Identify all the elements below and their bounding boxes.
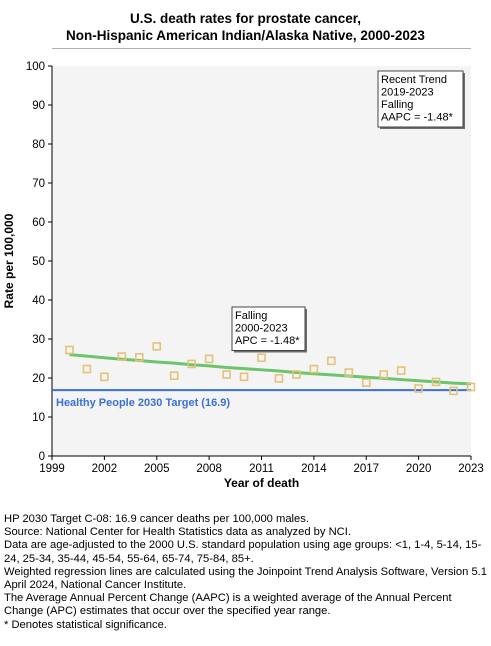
- data-point: [117, 352, 127, 361]
- x-tick-label: 1999: [39, 463, 65, 475]
- annotation-line: 2000-2023: [235, 323, 288, 335]
- x-tick-label: 2023: [458, 463, 484, 475]
- data-point: [65, 345, 74, 355]
- data-point: [152, 342, 162, 351]
- x-tick-label: 2017: [353, 463, 379, 475]
- data-point: [466, 382, 476, 392]
- y-axis-ticks: 0 10 20 30 40 50 60 70 80 90 100: [26, 61, 52, 463]
- data-point: [361, 378, 371, 387]
- data-point: [327, 356, 336, 366]
- data-point: [187, 359, 196, 369]
- annotation-line: Falling: [381, 99, 413, 111]
- title-divider: [52, 48, 471, 49]
- observed-points: [65, 342, 476, 396]
- footnote-line: * Denotes statistical significance.: [4, 618, 167, 631]
- x-tick-label: 2008: [196, 463, 222, 475]
- annotation-line: Recent Trend: [381, 74, 447, 86]
- x-tick-label: 2002: [92, 463, 118, 475]
- y-tick-label: 70: [32, 178, 45, 190]
- data-point: [379, 370, 389, 379]
- target-label: Healthy People 2030 Target (16.9): [56, 397, 230, 409]
- data-point: [239, 372, 249, 382]
- chart-title-line-1: U.S. death rates for prostate cancer,: [129, 11, 362, 26]
- y-tick-label: 60: [32, 217, 45, 229]
- footnote-line: Source: National Center for Health Stati…: [4, 526, 351, 539]
- data-point: [134, 353, 144, 362]
- data-point: [449, 386, 458, 396]
- annotation-line: Falling: [235, 310, 267, 322]
- y-tick-label: 50: [32, 256, 45, 268]
- chart-area: 0 10 20 30 40 50 60 70 80 90 100 1999 2002 2005 2008 2…: [2, 61, 484, 490]
- data-point: [257, 353, 266, 363]
- footnotes: HP 2030 Target C-08: 16.9 cancer deaths …: [4, 513, 490, 632]
- data-point: [82, 364, 92, 374]
- data-point: [414, 384, 423, 393]
- data-point: [222, 370, 231, 379]
- annotation-line: AAPC = -1.48*: [381, 112, 454, 124]
- y-tick-label: 100: [26, 61, 45, 73]
- x-tick-label: 2014: [301, 463, 327, 475]
- y-tick-label: 40: [32, 295, 45, 307]
- chart-title-line-2: Non-Hispanic American Indian/Alaska Nati…: [66, 28, 425, 43]
- footnote-line: The Average Annual Percent Change (AAPC)…: [4, 592, 452, 618]
- data-point: [169, 371, 179, 380]
- annotation-frame: [377, 70, 464, 128]
- x-tick-label: 2005: [144, 463, 170, 475]
- data-point: [100, 372, 109, 382]
- y-axis-label: Rate per 100,000: [2, 213, 16, 308]
- x-axis-label: Year of death: [224, 476, 299, 490]
- data-point: [344, 368, 354, 377]
- y-tick-label: 90: [32, 100, 45, 112]
- x-tick-label: 2011: [249, 463, 274, 475]
- data-point: [204, 354, 214, 364]
- data-point: [309, 364, 319, 374]
- annotation-line: 2019-2023: [381, 87, 434, 99]
- y-tick-label: 20: [32, 373, 45, 385]
- y-tick-label: 0: [39, 451, 45, 463]
- y-tick-label: 30: [32, 334, 45, 346]
- footnote-line: HP 2030 Target C-08: 16.9 cancer deaths …: [4, 513, 309, 525]
- chart-title: U.S. death rates for prostate cancer, No…: [0, 10, 491, 44]
- data-point: [292, 370, 301, 379]
- data-point: [274, 374, 284, 383]
- y-tick-label: 80: [32, 139, 45, 151]
- y-tick-label: 10: [32, 412, 45, 424]
- annotation-frame: [231, 306, 306, 351]
- annotation-line: APC = -1.48*: [235, 335, 300, 347]
- x-tick-label: 2020: [406, 463, 432, 475]
- footnote-line: Data are age-adjusted to the 2000 U.S. s…: [4, 539, 482, 565]
- data-point: [396, 366, 406, 375]
- footnote-line: Weighted regression lines are calculated…: [4, 565, 487, 592]
- data-point: [431, 377, 441, 387]
- x-axis-ticks: 1999 2002 2005 2008 2011 2014 2017 2020 2023: [39, 456, 484, 475]
